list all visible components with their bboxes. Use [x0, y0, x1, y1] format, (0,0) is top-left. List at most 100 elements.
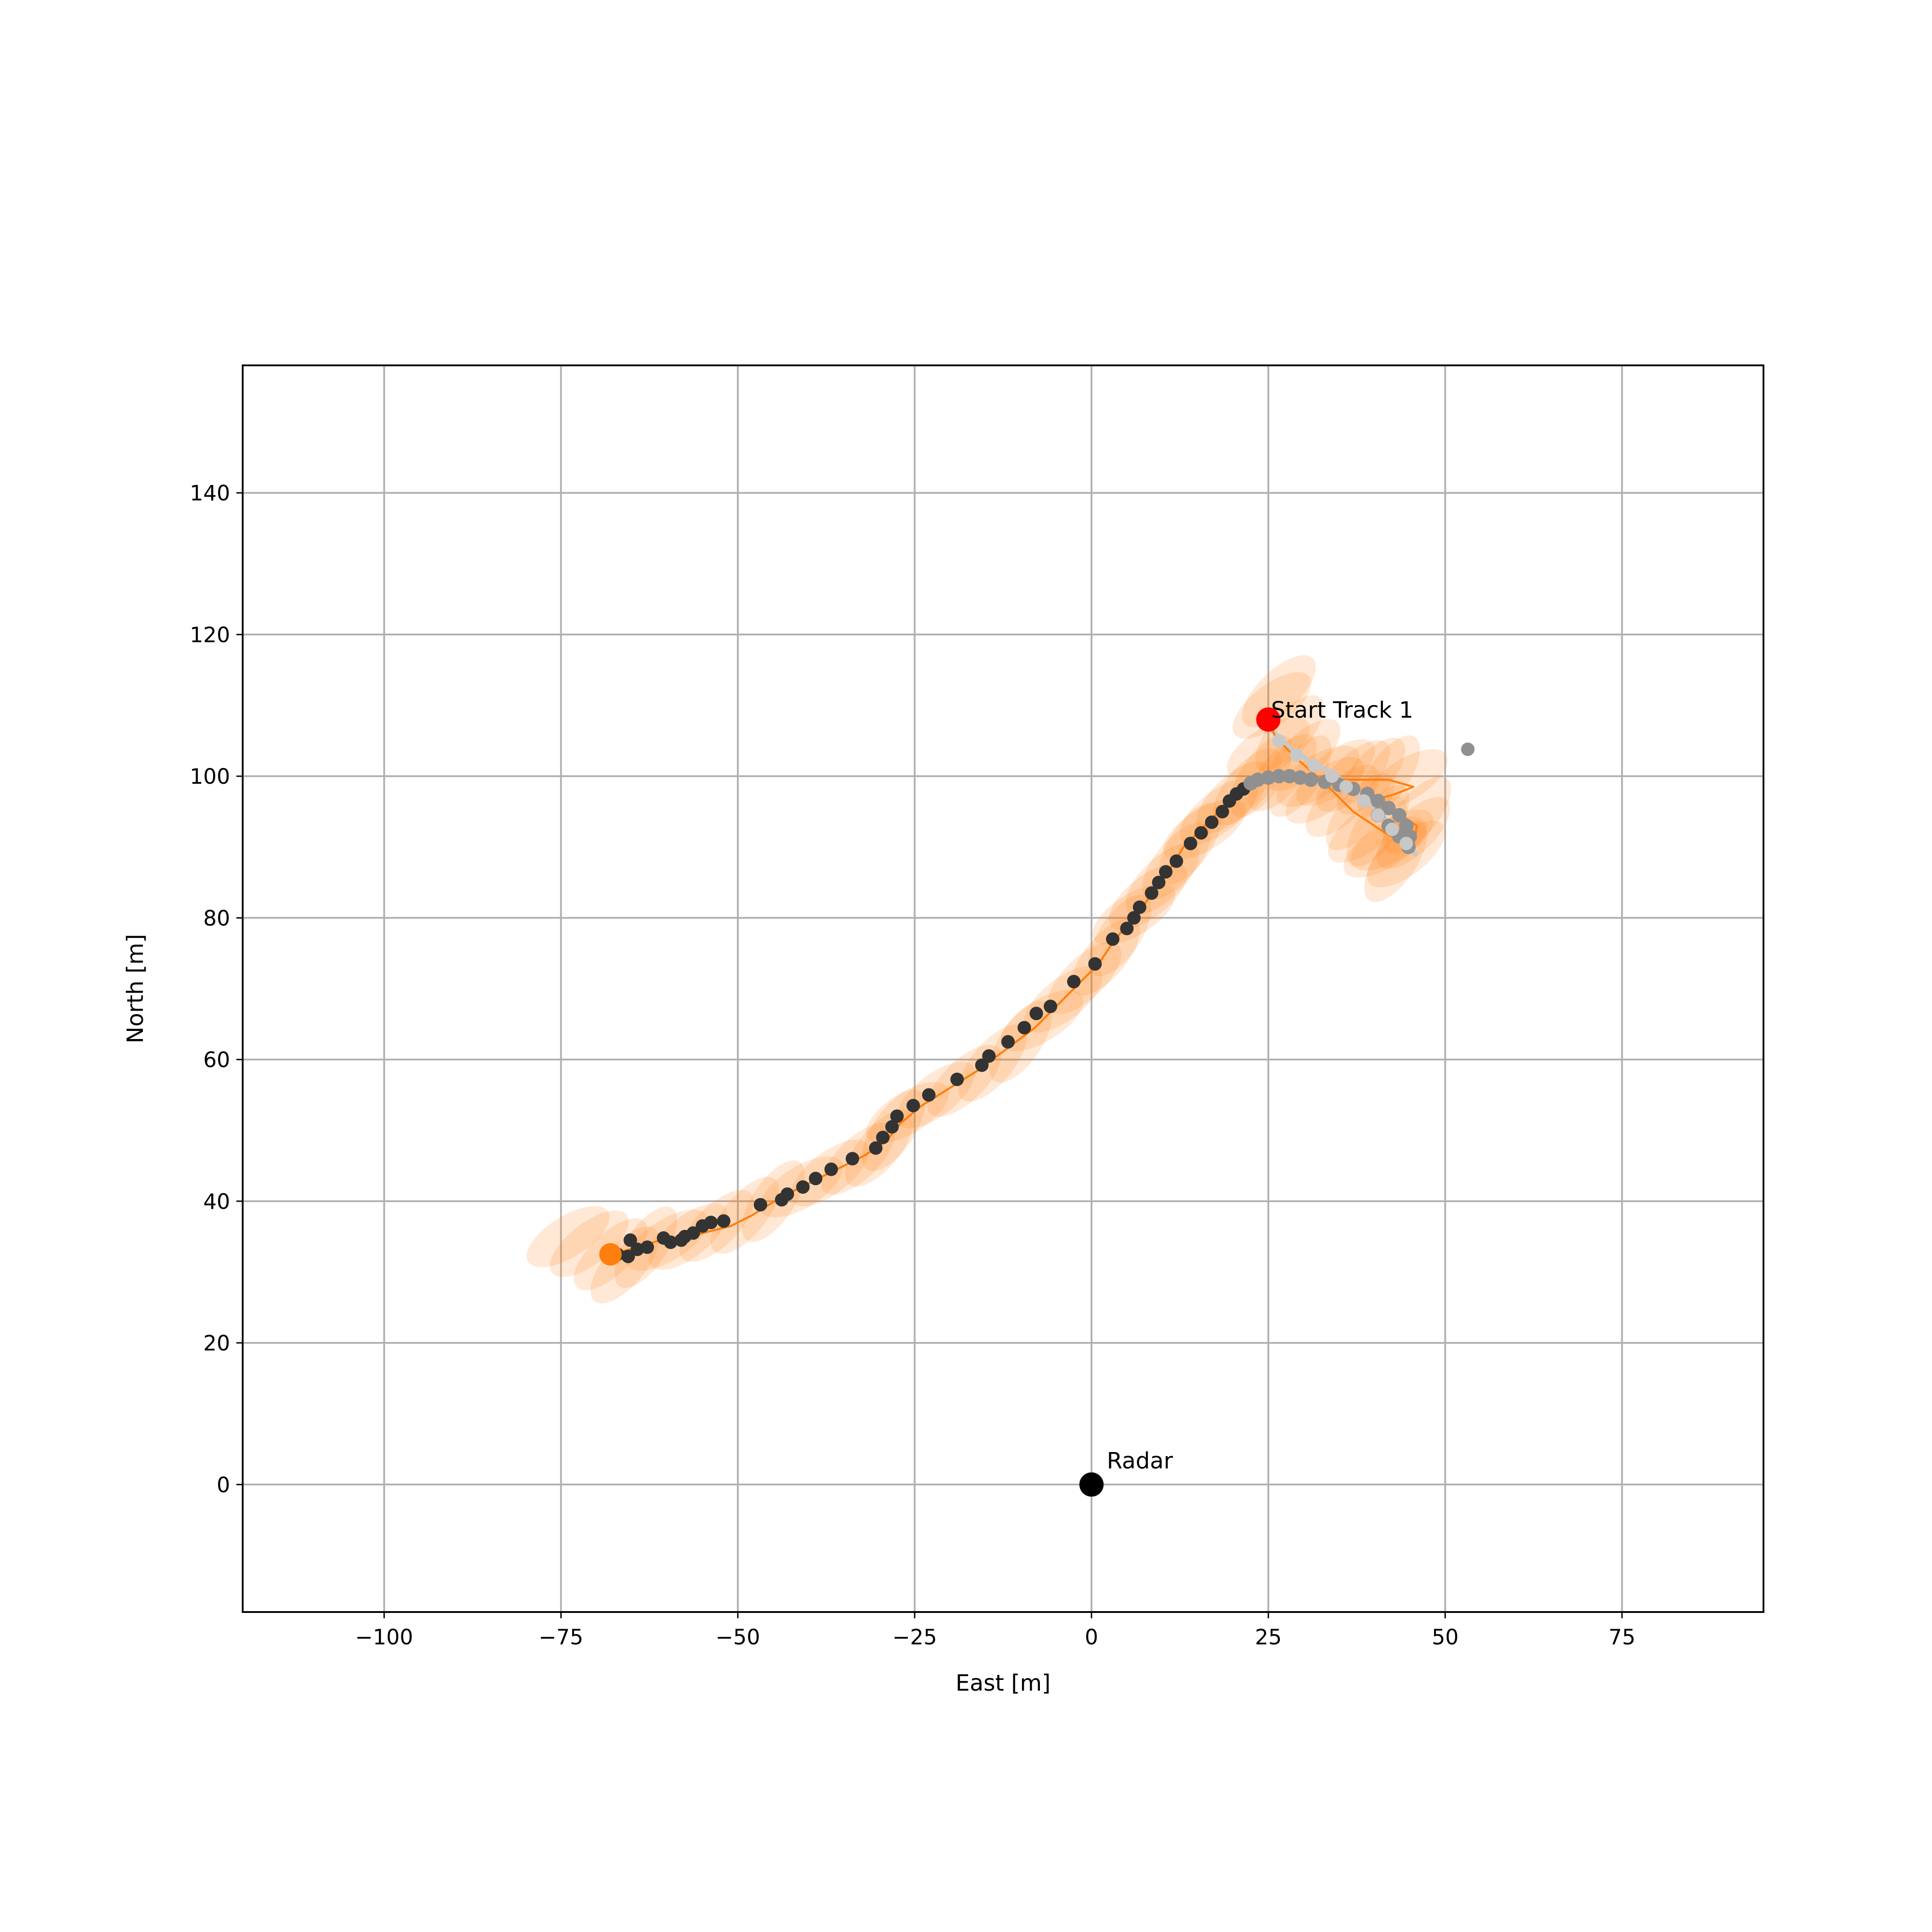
- x-tick-label: −50: [715, 1625, 760, 1650]
- detection-point: [1184, 836, 1198, 850]
- y-tick-label: 100: [190, 764, 230, 789]
- uncertainty-ellipse: [711, 1177, 779, 1254]
- detection-point-gray: [1381, 801, 1396, 816]
- detection-point: [869, 1141, 883, 1155]
- uncertainty-ellipse: [1367, 821, 1446, 888]
- y-tick-label: 120: [190, 623, 230, 648]
- detection-point: [621, 1249, 635, 1263]
- uncertainty-ellipse: [1364, 749, 1448, 810]
- detection-point: [1044, 999, 1057, 1013]
- detection-point-light: [1399, 836, 1413, 850]
- detection-point-light: [1325, 769, 1339, 783]
- detection-point-light: [1339, 780, 1353, 794]
- uncertainty-ellipse: [1071, 918, 1140, 995]
- y-axis-label: North [m]: [122, 934, 148, 1043]
- detection-point: [704, 1216, 718, 1230]
- detection-point: [1145, 886, 1159, 900]
- x-tick-label: −75: [539, 1625, 583, 1650]
- tick-layer: −100 −75 −50 −25 0 25 50 75 0 20 40 60 80 100 120 140: [190, 481, 1635, 1650]
- detection-point: [1067, 975, 1081, 989]
- detection-point: [808, 1172, 822, 1186]
- detection-point: [1194, 826, 1208, 840]
- detection-point: [1017, 1021, 1031, 1035]
- start-track-marker: [1256, 707, 1281, 732]
- detection-point: [982, 1049, 996, 1063]
- uncertainty-ellipse: [550, 1210, 629, 1277]
- detection-point-gray: [1371, 794, 1386, 808]
- detection-point: [780, 1187, 794, 1201]
- detection-point: [1205, 815, 1219, 829]
- detection-point: [975, 1058, 989, 1072]
- uncertainty-ellipse: [1232, 672, 1311, 739]
- start-track-annotation: Start Track 1: [1271, 697, 1413, 723]
- detection-point: [845, 1152, 859, 1166]
- detection-point: [1127, 911, 1141, 925]
- x-tick-label: 50: [1432, 1625, 1459, 1650]
- detection-point-light: [1307, 759, 1321, 773]
- detection-point: [1169, 854, 1183, 868]
- detection-point: [824, 1162, 838, 1176]
- detection-point: [664, 1235, 678, 1249]
- detection-point: [640, 1240, 654, 1254]
- detection-point-gray: [1303, 773, 1318, 787]
- uncertainty-ellipse: [526, 1206, 610, 1267]
- detection-point-light: [1357, 794, 1371, 808]
- detection-point: [1133, 900, 1146, 914]
- detection-point: [885, 1120, 899, 1134]
- radar-annotation: Radar: [1107, 1448, 1173, 1474]
- detection-point: [1152, 875, 1166, 889]
- radar-marker: [1079, 1472, 1104, 1497]
- y-tick-label: 140: [190, 481, 230, 506]
- detection-point: [1029, 1007, 1043, 1021]
- uncertainty-ellipse: [1242, 655, 1316, 728]
- x-tick-label: 0: [1085, 1625, 1098, 1650]
- detection-point: [1088, 957, 1102, 971]
- detection-point: [686, 1226, 700, 1240]
- detection-point: [1159, 865, 1173, 879]
- x-axis-label: East [m]: [955, 1670, 1051, 1696]
- detection-point-gray: [1392, 808, 1407, 822]
- detection-point: [1215, 804, 1229, 818]
- detection-point-light: [1371, 808, 1385, 822]
- detection-point-gray: [1282, 769, 1297, 784]
- detection-point: [1001, 1035, 1015, 1049]
- detection-point: [950, 1072, 964, 1086]
- detection-point: [717, 1214, 731, 1228]
- x-tick-label: 75: [1608, 1625, 1635, 1650]
- detection-point: [623, 1233, 637, 1247]
- track-end-marker: [599, 1243, 622, 1266]
- detection-point: [754, 1198, 768, 1212]
- detection-point: [922, 1088, 936, 1102]
- detection-point-light: [1272, 734, 1286, 748]
- uncertainty-ellipse: [1285, 757, 1364, 824]
- x-tick-label: −25: [893, 1625, 937, 1650]
- detection-point: [890, 1109, 904, 1123]
- detection-point-light: [1385, 822, 1399, 836]
- detections-layer: [611, 734, 1417, 1263]
- plot-frame: [242, 364, 1764, 1613]
- detection-point: [876, 1130, 890, 1144]
- uncertainty-ellipse: [1326, 773, 1395, 850]
- detection-point-gray: [1271, 769, 1286, 784]
- y-tick-label: 40: [203, 1190, 230, 1214]
- y-tick-label: 60: [203, 1048, 230, 1073]
- y-tick-label: 20: [203, 1331, 230, 1356]
- y-tick-label: 80: [203, 906, 230, 931]
- outlier-point: [1461, 742, 1475, 756]
- detection-point-gray: [1261, 770, 1276, 785]
- marker-layer: [599, 707, 1475, 1497]
- y-tick-label: 0: [217, 1473, 230, 1497]
- detection-point: [906, 1099, 920, 1113]
- uncertainty-ellipse: [1255, 695, 1324, 773]
- detection-point: [1120, 922, 1134, 936]
- uncertainty-ellipse: [989, 1001, 1053, 1083]
- uncertainty-ellipse: [1226, 717, 1310, 779]
- x-tick-label: −100: [355, 1625, 413, 1650]
- detection-point: [796, 1180, 810, 1194]
- x-tick-label: 25: [1255, 1625, 1282, 1650]
- detection-point-light: [1290, 748, 1304, 762]
- grid-layer: [243, 365, 1763, 1612]
- detection-point: [1106, 932, 1119, 946]
